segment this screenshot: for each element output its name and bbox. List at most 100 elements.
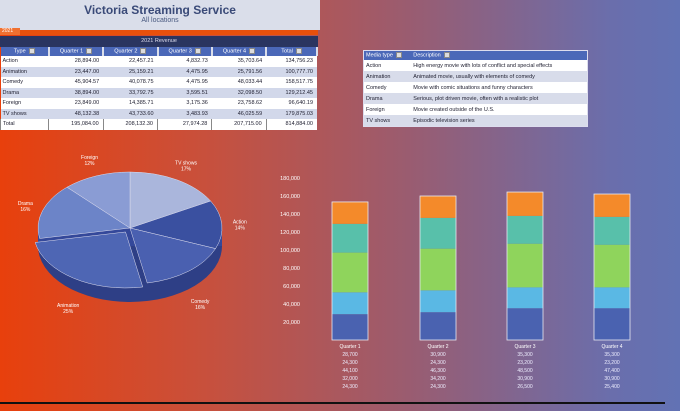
column-header: Quarter 3	[157, 47, 213, 56]
table-cell: 33,792.75	[103, 87, 158, 98]
total-cell: 207,715.00	[211, 119, 267, 130]
table-cell: Foreign	[0, 98, 49, 109]
data-table-value: 48,500	[517, 368, 533, 374]
table-row: Foreign 23,849.00 14,385.71 3,175.36 23,758.…	[0, 98, 317, 109]
filter-dropdown-icon[interactable]	[295, 48, 302, 55]
bar-segment	[420, 290, 456, 313]
column-header: Type	[0, 47, 50, 56]
data-table-value: 24,300	[430, 360, 446, 366]
data-table-value: 28,700	[342, 352, 358, 358]
table-cell: 4,832.73	[157, 56, 212, 67]
media-type-table: Media type Description Action High energy m…	[363, 50, 588, 127]
y-tick-label: 20,000	[283, 320, 300, 326]
table-cell: 35,703.64	[211, 56, 267, 67]
table-cell: 46,025.59	[211, 108, 267, 119]
filter-dropdown-icon[interactable]	[395, 52, 402, 59]
table-row: Animation 23,447.00 25,159.21 4,475.95 25,79…	[0, 66, 317, 77]
table-row: Action 28,894.00 22,457.21 4,832.73 35,703.6…	[0, 56, 317, 67]
table-cell: Comedy	[0, 77, 49, 88]
table-cell: Animation	[364, 71, 412, 82]
filter-dropdown-icon[interactable]	[194, 48, 201, 55]
bar-segment	[507, 243, 543, 288]
table-cell: 100,777.70	[266, 66, 317, 77]
report-header: Victoria Streaming Service All locations	[0, 0, 320, 30]
bar-segment	[332, 252, 368, 293]
table-cell: 23,849.00	[48, 98, 104, 109]
data-table-value: 24,300	[342, 384, 358, 390]
table-cell: 129,212.45	[266, 87, 317, 98]
x-category-label: Quarter 4	[601, 344, 622, 350]
filter-dropdown-icon[interactable]	[28, 48, 35, 55]
table-cell: 25,791.56	[211, 66, 267, 77]
table-cell: Comedy	[364, 82, 412, 93]
filter-dropdown-icon[interactable]	[249, 48, 256, 55]
table-cell: 96,640.19	[266, 98, 317, 109]
bar-segment	[420, 248, 456, 291]
data-table-value: 23,200	[604, 360, 620, 366]
table-row: Drama 38,894.00 33,792.75 3,595.51 32,098.50…	[0, 87, 317, 98]
data-table-value: 44,100	[342, 368, 358, 374]
table-cell: Movie with comic situations and funny ch…	[411, 82, 587, 93]
y-tick-label: 180,000	[280, 176, 300, 182]
pie-label: Comedy	[191, 299, 210, 305]
orange-divider	[0, 30, 318, 35]
table-cell: 3,595.51	[157, 87, 212, 98]
pie-slice	[129, 227, 216, 284]
table-cell: 3,175.36	[157, 98, 212, 109]
table-cell: 134,756.23	[266, 56, 317, 67]
column-label: Quarter 2	[114, 48, 138, 55]
x-category-label: Quarter 3	[514, 344, 535, 350]
column-header: Media type	[364, 51, 412, 60]
sheet-tab[interactable]: 2021	[0, 28, 20, 35]
data-table-value: 30,900	[604, 376, 620, 382]
table-row: TV shows 48,132.38 43,733.60 3,483.93 46,025…	[0, 108, 317, 119]
column-label: Description	[413, 52, 441, 59]
total-cell: 27,974.28	[156, 119, 212, 130]
total-cell: 208,132.30	[102, 119, 158, 130]
filter-dropdown-icon[interactable]	[140, 48, 147, 55]
bar-segment	[332, 223, 368, 253]
pie-percent: 14%	[235, 225, 246, 231]
table-cell: Foreign	[364, 104, 412, 115]
table-cell: 45,904.57	[48, 77, 104, 88]
table-row: Drama Serious, plot driven movie, often w…	[364, 93, 587, 104]
bar-segment	[507, 192, 543, 216]
data-table-value: 30,900	[517, 376, 533, 382]
bottom-border	[0, 402, 665, 404]
bar-segment	[594, 194, 630, 217]
bar-segment	[594, 216, 630, 245]
table-cell: TV shows	[0, 108, 49, 119]
filter-dropdown-icon[interactable]	[86, 48, 93, 55]
table-cell: 4,475.95	[157, 66, 212, 77]
column-label: Quarter 4	[222, 48, 247, 55]
data-table-value: 34,200	[430, 376, 446, 382]
revenue-table: 2021 Revenue Type Quarter 1 Quarter 2 Quart…	[0, 36, 318, 130]
data-table-value: 46,300	[430, 368, 446, 374]
table-cell: Action	[364, 60, 412, 71]
data-table-value: 30,900	[430, 352, 446, 358]
table-row: Comedy Movie with comic situations and fu…	[364, 82, 587, 93]
data-table-value: 24,300	[430, 384, 446, 390]
table-cell: 40,078.75	[103, 77, 158, 88]
y-tick-label: 120,000	[280, 230, 300, 236]
table-cell: Animated movie, usually with elements of…	[411, 71, 587, 82]
pie-label: Animation	[57, 303, 79, 309]
bar-segment	[507, 215, 543, 244]
data-table-value: 35,300	[604, 352, 620, 358]
table-cell: 14,385.71	[103, 98, 158, 109]
data-table-value: 24,300	[342, 360, 358, 366]
bar-segment	[332, 201, 368, 224]
data-table-value: 47,400	[604, 368, 620, 374]
bar-outline	[419, 195, 457, 341]
filter-dropdown-icon[interactable]	[443, 52, 450, 59]
x-category-label: Quarter 2	[427, 344, 448, 350]
table-cell: 3,483.93	[157, 108, 212, 119]
pie-label: Foreign	[81, 155, 98, 161]
bar-segment	[420, 217, 456, 249]
report-title: Victoria Streaming Service	[84, 3, 236, 17]
table-cell: Action	[0, 56, 49, 67]
pie-label: Action	[233, 219, 247, 225]
total-cell: Total	[0, 119, 49, 130]
pie-label: Drama	[18, 201, 33, 207]
